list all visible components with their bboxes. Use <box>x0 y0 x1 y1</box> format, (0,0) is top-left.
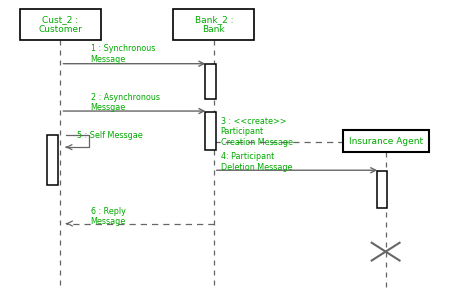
Bar <box>205 112 216 149</box>
Bar <box>173 9 255 40</box>
Bar <box>20 9 101 40</box>
Text: 5 : Self Messgae: 5 : Self Messgae <box>77 131 143 140</box>
Text: Cust_2 :
Customer: Cust_2 : Customer <box>38 15 82 34</box>
Text: 4: Participant
Deletion Message: 4: Participant Deletion Message <box>221 152 292 172</box>
Text: Insurance Agent: Insurance Agent <box>348 137 423 146</box>
Text: Bank_2 :
Bank: Bank_2 : Bank <box>194 15 233 34</box>
Text: 1 : Synchronous
Message: 1 : Synchronous Message <box>91 44 155 64</box>
Bar <box>205 64 216 99</box>
Text: 2 : Asynchronous
Messgae: 2 : Asynchronous Messgae <box>91 93 160 112</box>
Bar <box>377 171 387 208</box>
Bar <box>47 135 58 185</box>
Text: 3 : <<create>>
Participant
Creation Message: 3 : <<create>> Participant Creation Mess… <box>221 117 293 147</box>
Text: 6 : Reply
Message: 6 : Reply Message <box>91 207 126 226</box>
Bar <box>343 130 428 153</box>
